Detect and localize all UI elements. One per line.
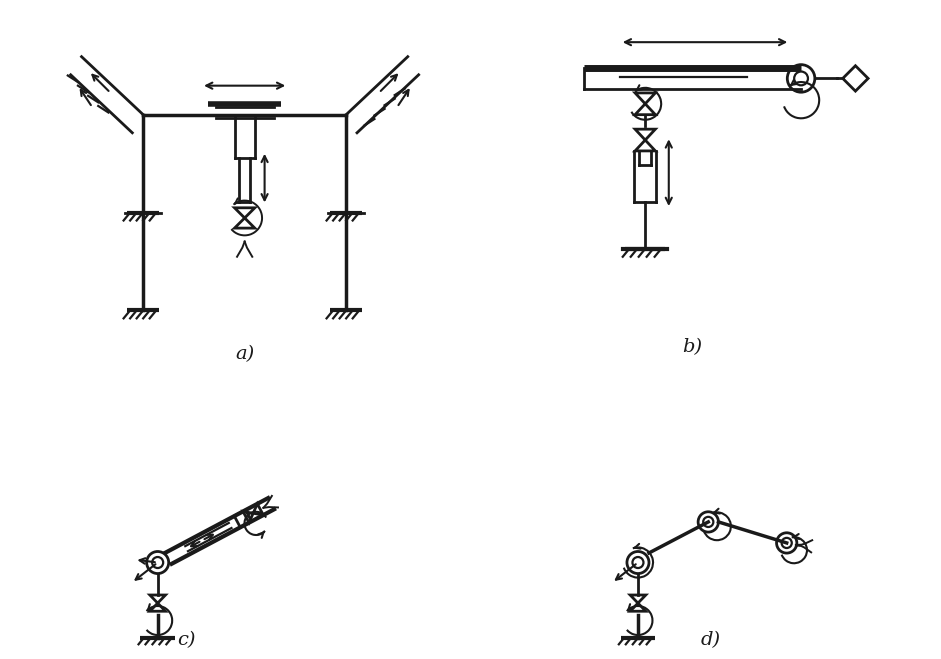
Text: b): b): [682, 337, 702, 356]
Text: c): c): [178, 631, 196, 650]
Text: a): a): [235, 345, 254, 363]
Text: d): d): [700, 631, 721, 650]
